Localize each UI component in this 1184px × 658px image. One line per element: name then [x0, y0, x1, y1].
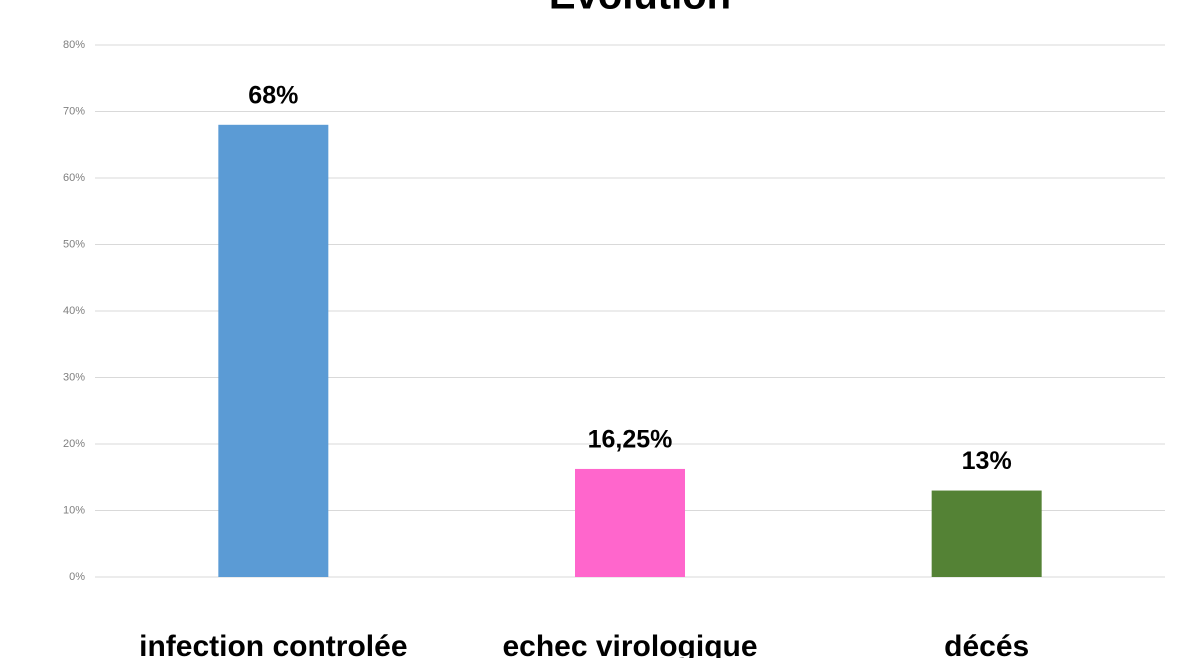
y-tick-label: 50%: [63, 238, 85, 250]
y-tick-label: 0%: [69, 571, 85, 583]
data-label: 13%: [962, 447, 1012, 475]
y-tick-label: 70%: [63, 105, 85, 117]
data-label: 16,25%: [588, 426, 673, 454]
y-tick-label: 20%: [63, 438, 85, 450]
data-label: 68%: [248, 81, 298, 109]
y-tick-label: 80%: [63, 39, 85, 51]
y-tick-label: 10%: [63, 504, 85, 516]
chart-title: Evolution: [549, 0, 731, 18]
y-tick-label: 60%: [63, 172, 85, 184]
y-tick-label: 40%: [63, 305, 85, 317]
y-tick-label: 30%: [63, 371, 85, 383]
bar: [931, 490, 1042, 577]
bar: [218, 124, 329, 578]
bar: [575, 468, 685, 577]
x-tick-label: décés: [944, 630, 1029, 658]
x-tick-label: echec virologique: [502, 630, 757, 658]
x-tick-label: infection controlée: [139, 630, 407, 658]
